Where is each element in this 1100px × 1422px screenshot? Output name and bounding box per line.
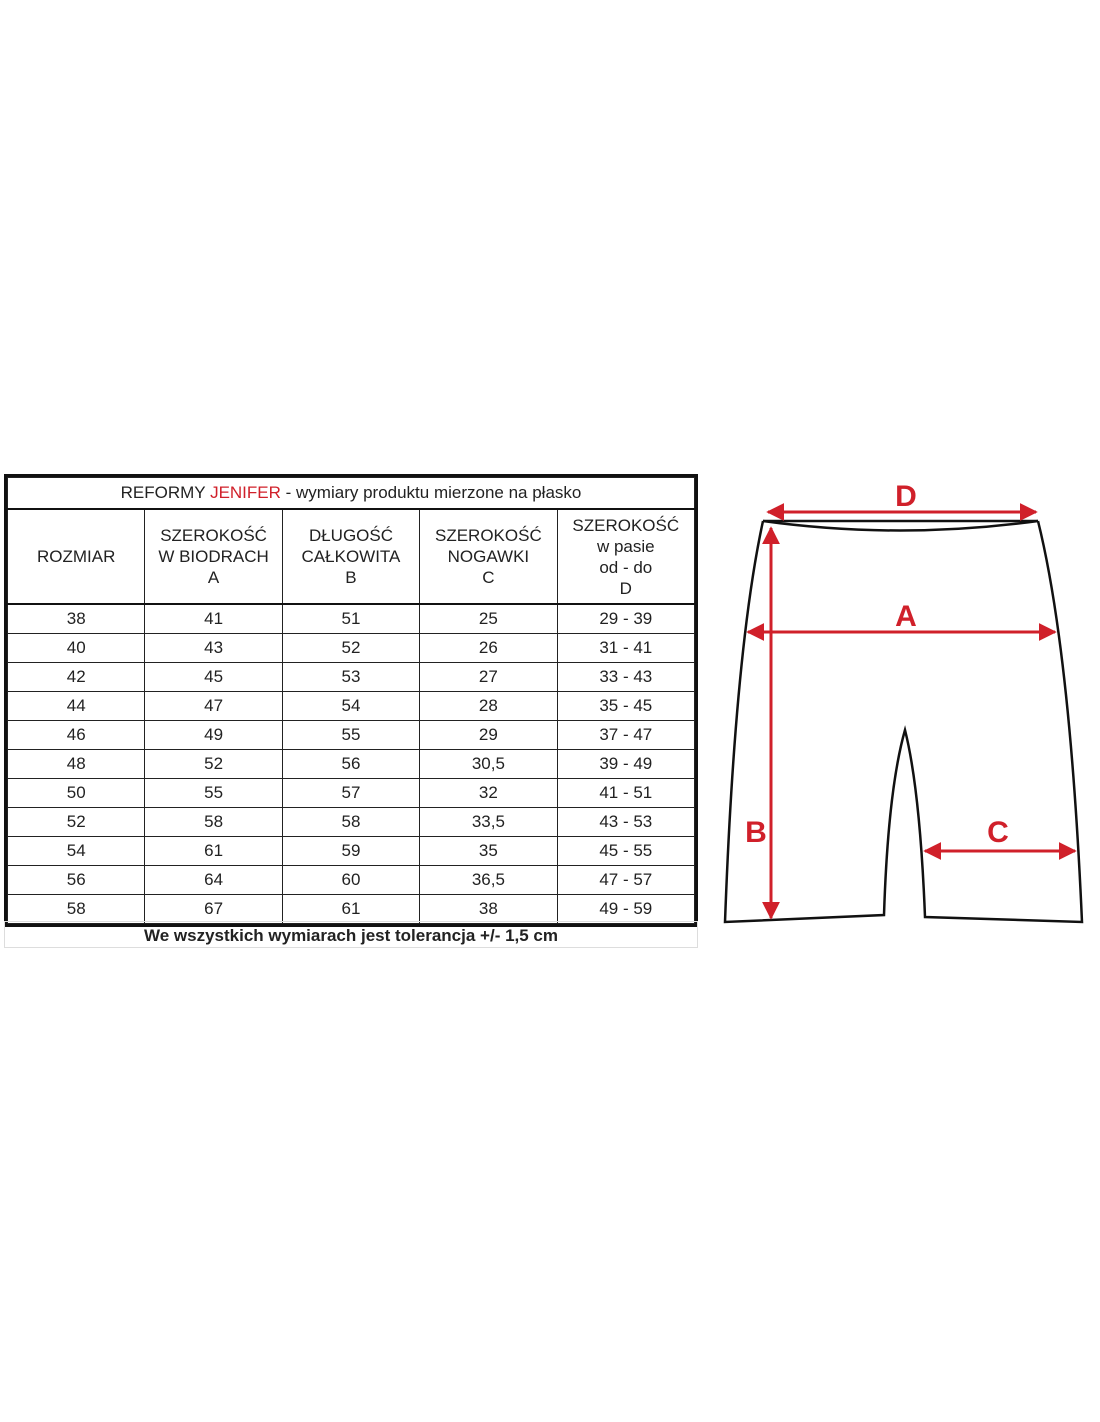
table-cell: 42: [6, 662, 146, 692]
label-d: D: [895, 480, 917, 513]
table-cell: 38: [419, 894, 558, 924]
table-cell: 59: [281, 836, 421, 866]
table-row: 48 52 56 30,5 39 - 49: [6, 749, 696, 779]
table-cell: 41 - 51: [556, 778, 696, 808]
table-row: 40 43 52 26 31 - 41: [6, 633, 696, 663]
table-cell: 51: [281, 603, 421, 634]
table-body: 38 41 51 25 29 - 39 40 43 52 26 31 - 41 42 45 53 27 33…: [6, 603, 696, 924]
table-row: 46 49 55 29 37 - 47: [6, 720, 696, 750]
table-row: 58 67 61 38 49 - 59: [6, 894, 696, 924]
column-header: SZEROKOŚĆ NOGAWKI C: [419, 508, 558, 605]
table-cell: 35 - 45: [556, 691, 696, 721]
table-cell: 52: [281, 633, 421, 663]
table-row: 44 47 54 28 35 - 45: [6, 691, 696, 721]
table-cell: 50: [6, 778, 146, 808]
label-c: C: [987, 816, 1009, 849]
table-cell: 55: [144, 778, 283, 808]
table-row: 52 58 58 33,5 43 - 53: [6, 807, 696, 837]
table-cell: 39 - 49: [556, 749, 696, 779]
table-title-row: REFORMY JENIFER - wymiary produktu mierz…: [7, 477, 695, 510]
table-cell: 26: [419, 633, 558, 663]
brand-name: JENIFER: [210, 483, 281, 502]
table-cell: 43 - 53: [556, 807, 696, 837]
table-cell: 32: [419, 778, 558, 808]
table-cell: 29: [419, 720, 558, 750]
table-cell: 52: [6, 807, 146, 837]
table-cell: 54: [281, 691, 421, 721]
header-row: ROZMIAR SZEROKOŚĆ W BIODRACH A DŁUGOŚĆ CAŁKOW…: [6, 508, 696, 605]
column-header: SZEROKOŚĆ W BIODRACH A: [144, 508, 283, 605]
table-cell: 52: [144, 749, 283, 779]
size-chart-table: REFORMY JENIFER - wymiary produktu mierz…: [4, 474, 698, 927]
table-cell: 25: [419, 603, 558, 634]
shorts-outline: [723, 519, 1084, 924]
column-header: SZEROKOŚĆ w pasie od - do D: [556, 508, 696, 605]
column-header: DŁUGOŚĆ CAŁKOWITA B: [281, 508, 421, 605]
label-b: B: [745, 816, 767, 849]
table-row: 56 64 60 36,5 47 - 57: [6, 865, 696, 895]
table-cell: 49 - 59: [556, 894, 696, 924]
table-cell: 47: [144, 691, 283, 721]
table-cell: 48: [6, 749, 146, 779]
table-cell: 56: [281, 749, 421, 779]
table-cell: 33,5: [419, 807, 558, 837]
table-cell: 36,5: [419, 865, 558, 895]
table-cell: 67: [144, 894, 283, 924]
table-cell: 56: [6, 865, 146, 895]
label-a: A: [895, 600, 917, 633]
table-title: REFORMY JENIFER - wymiary produktu mierz…: [7, 477, 695, 510]
table-row: 54 61 59 35 45 - 55: [6, 836, 696, 866]
table-cell: 58: [6, 894, 146, 924]
table-cell: 47 - 57: [556, 865, 696, 895]
table-cell: 46: [6, 720, 146, 750]
table-cell: 45 - 55: [556, 836, 696, 866]
table-cell: 54: [6, 836, 146, 866]
tolerance-note: We wszystkich wymiarach jest tolerancja …: [4, 921, 698, 948]
table-cell: 58: [281, 807, 421, 837]
table-cell: 37 - 47: [556, 720, 696, 750]
table-cell: 29 - 39: [556, 603, 696, 634]
table-row: 38 41 51 25 29 - 39: [6, 603, 696, 634]
table-cell: 31 - 41: [556, 633, 696, 663]
